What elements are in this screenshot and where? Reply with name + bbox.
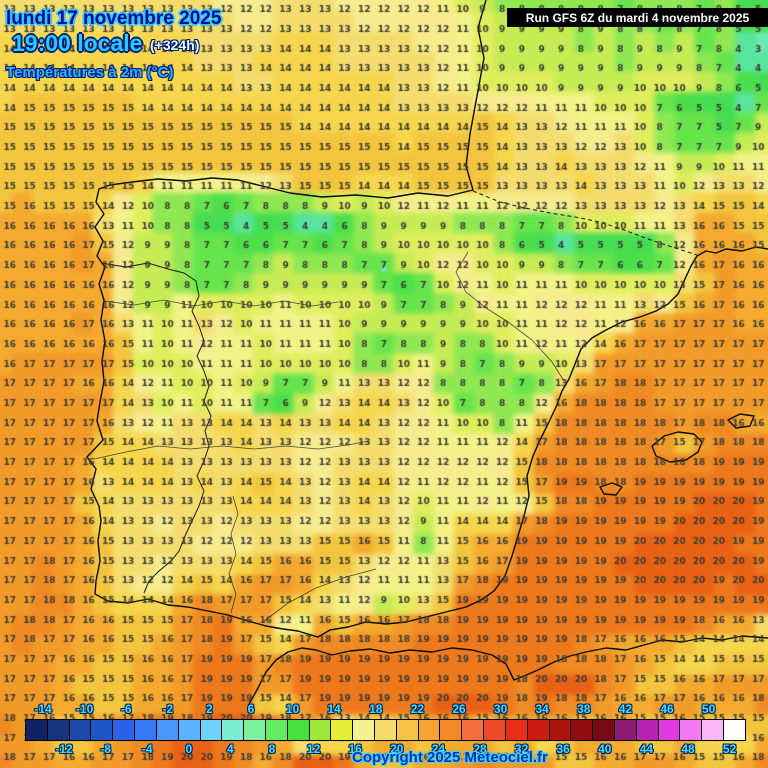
color-scale-cell [375, 720, 397, 740]
forecast-offset-badge: (+324h) [150, 37, 200, 53]
color-scale-cell [287, 720, 310, 740]
color-scale-cell [69, 720, 92, 740]
scale-label: 18 [369, 702, 383, 716]
scale-label: 20 [390, 742, 404, 756]
scale-label: -2 [162, 702, 174, 716]
color-scale-cell [113, 720, 136, 740]
scale-label: 32 [514, 742, 529, 756]
run-info-bar: Run GFS 6Z du mardi 4 novembre 2025 [507, 8, 768, 27]
color-scale-cell [178, 720, 201, 740]
color-scale-cell [658, 720, 681, 740]
color-scale-cell [309, 720, 332, 740]
color-scale-cell [724, 720, 745, 740]
scale-label: 46 [660, 702, 674, 716]
color-scale-cell [396, 720, 419, 740]
color-scale-cell [47, 720, 70, 740]
color-scale-cell [156, 720, 179, 740]
scale-label: -10 [75, 702, 94, 716]
scale-label: 44 [639, 742, 654, 756]
color-scale-cell [505, 720, 528, 740]
color-scale-cell [484, 720, 506, 740]
map-date-title: lundi 17 novembre 2025 [6, 8, 222, 29]
color-scale-cell [265, 720, 288, 740]
map-parameter-subtitle: Températures à 2m (°C) [6, 64, 174, 81]
color-scale-cell [26, 720, 48, 740]
color-scale-cell [462, 720, 485, 740]
color-scale-cell [571, 720, 594, 740]
color-scale-cell [527, 720, 550, 740]
scale-label: 0 [185, 742, 193, 756]
color-scale [25, 719, 746, 741]
map-local-time: 19:00 locale [12, 30, 143, 56]
scale-label: 12 [306, 742, 321, 756]
scale-label: 14 [327, 702, 341, 716]
color-scale-cell [353, 720, 375, 740]
scale-label: 6 [247, 702, 255, 716]
color-scale-cell [91, 720, 114, 740]
color-scale-cell [702, 720, 724, 740]
scale-label: 24 [431, 742, 446, 756]
scale-label: -8 [100, 742, 111, 756]
color-scale-cell [418, 720, 441, 740]
scale-label: 16 [348, 742, 362, 756]
color-scale-cell [244, 720, 266, 740]
color-scale-cell [222, 720, 245, 740]
color-scale-cell [549, 720, 572, 740]
scale-label: 38 [577, 702, 591, 716]
color-scale-cell [135, 720, 157, 740]
scale-label: 36 [556, 742, 570, 756]
copyright-text: Copyright 2025 Meteociel.fr [352, 749, 548, 766]
run-info-text: Run GFS 6Z du mardi 4 novembre 2025 [525, 10, 750, 25]
scale-label: 2 [206, 702, 213, 716]
scale-label: 4 [227, 742, 234, 756]
color-scale-cell [200, 720, 223, 740]
scale-label: 28 [473, 742, 487, 756]
scale-label: 50 [701, 702, 716, 716]
scale-label: 22 [410, 702, 425, 716]
color-scale-cell [331, 720, 354, 740]
color-scale-cell [614, 720, 637, 740]
scale-label: 26 [452, 702, 466, 716]
color-scale-cell [680, 720, 703, 740]
scale-label: -12 [55, 742, 73, 756]
scale-label: 10 [285, 702, 300, 716]
color-scale-cell [593, 720, 615, 740]
color-scale-cell [440, 720, 463, 740]
scale-label: 48 [681, 742, 695, 756]
color-scale-cell [636, 720, 659, 740]
scale-label: 34 [535, 702, 549, 716]
scale-label: -14 [34, 702, 52, 716]
scale-label: -4 [141, 742, 153, 756]
scale-label: 42 [618, 702, 633, 716]
scale-label: 8 [268, 742, 276, 756]
scale-label: 40 [598, 742, 612, 756]
scale-label: 30 [493, 702, 508, 716]
scale-label: 52 [722, 742, 737, 756]
scale-label: -6 [120, 702, 132, 716]
